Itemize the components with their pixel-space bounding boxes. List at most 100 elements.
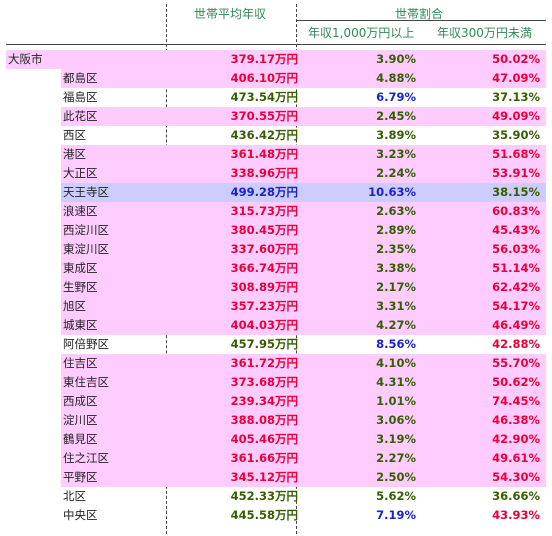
table-row: 住之江区 361.66万円 2.27% 49.61% <box>6 449 546 468</box>
avg-income-value: 457.95万円 <box>230 337 298 351</box>
ward-name: 平野区 <box>63 470 98 484</box>
over-10m-ratio-value: 4.27% <box>376 318 416 332</box>
avg-income-value: 315.73万円 <box>230 204 298 218</box>
table-row: 北区 452.33万円 5.62% 36.66% <box>6 487 546 506</box>
under-3m-ratio-value: 51.68% <box>492 147 540 161</box>
ward-name: 中央区 <box>63 508 98 522</box>
row-highlight <box>61 468 546 487</box>
header-household-ratio: 世帯割合 <box>395 7 444 21</box>
over-10m-ratio-value: 10.63% <box>368 185 416 199</box>
header-avg-income: 世帯平均年収 <box>194 7 267 21</box>
under-3m-ratio-value: 38.15% <box>492 185 540 199</box>
over-10m-ratio-value: 3.90% <box>376 52 416 66</box>
avg-income-value: 361.66万円 <box>230 451 298 465</box>
table-row: 平野区 345.12万円 2.50% 54.30% <box>6 468 546 487</box>
row-highlight <box>61 221 546 240</box>
under-3m-ratio-value: 49.61% <box>492 451 540 465</box>
over-10m-ratio-value: 2.45% <box>376 109 416 123</box>
over-10m-ratio-value: 5.62% <box>376 489 416 503</box>
over-10m-ratio-value: 2.50% <box>376 470 416 484</box>
over-10m-ratio-value: 3.06% <box>376 413 416 427</box>
row-highlight <box>61 183 546 202</box>
table-row: 鶴見区 405.46万円 3.19% 42.90% <box>6 430 546 449</box>
avg-income-value: 361.48万円 <box>230 147 298 161</box>
under-3m-ratio-value: 54.17% <box>492 299 540 313</box>
table-row: 生野区 308.89万円 2.17% 62.42% <box>6 278 546 297</box>
ward-name: 東淀川区 <box>63 242 109 256</box>
header-under-3m: 年収300万円未満 <box>437 26 532 40</box>
table-row: 城東区 404.03万円 4.27% 46.49% <box>6 316 546 335</box>
table-row: 西成区 239.34万円 1.01% 74.45% <box>6 392 546 411</box>
under-3m-ratio-value: 50.02% <box>492 52 540 66</box>
under-3m-ratio-value: 50.62% <box>492 375 540 389</box>
under-3m-ratio-value: 60.83% <box>492 204 540 218</box>
avg-income-value: 357.23万円 <box>230 299 298 313</box>
row-highlight <box>6 50 546 69</box>
table-row: 大正区 338.96万円 2.24% 53.91% <box>6 164 546 183</box>
ward-name: 大正区 <box>63 166 98 180</box>
under-3m-ratio-value: 45.43% <box>492 223 540 237</box>
over-10m-ratio-value: 2.17% <box>376 280 416 294</box>
ward-name: 淀川区 <box>63 413 98 427</box>
ward-name: 鶴見区 <box>63 432 98 446</box>
ward-name: 大阪市 <box>8 52 43 66</box>
table-row: 西区 436.42万円 3.89% 35.90% <box>6 126 546 145</box>
avg-income-value: 404.03万円 <box>230 318 298 332</box>
table-row: 東淀川区 337.60万円 2.35% 56.03% <box>6 240 546 259</box>
ward-name: 西淀川区 <box>63 223 109 237</box>
over-10m-ratio-value: 7.19% <box>376 508 416 522</box>
ward-name: 福島区 <box>63 90 98 104</box>
under-3m-ratio-value: 74.45% <box>492 394 540 408</box>
ward-name: 西成区 <box>63 394 98 408</box>
row-highlight <box>61 392 546 411</box>
under-3m-ratio-value: 42.88% <box>492 337 540 351</box>
under-3m-ratio-value: 46.49% <box>492 318 540 332</box>
over-10m-ratio-value: 3.31% <box>376 299 416 313</box>
ward-name: 都島区 <box>63 71 98 85</box>
over-10m-ratio-value: 3.89% <box>376 128 416 142</box>
under-3m-ratio-value: 62.42% <box>492 280 540 294</box>
avg-income-value: 337.60万円 <box>230 242 298 256</box>
over-10m-ratio-value: 1.01% <box>376 394 416 408</box>
income-table: 大阪市 379.17万円 3.90% 50.02% 都島区 406.10万円 4.88% 47… <box>6 50 546 525</box>
over-10m-ratio-value: 2.89% <box>376 223 416 237</box>
row-highlight <box>61 259 546 278</box>
under-3m-ratio-value: 54.30% <box>492 470 540 484</box>
table-row: 港区 361.48万円 3.23% 51.68% <box>6 145 546 164</box>
row-highlight <box>61 107 546 126</box>
avg-income-value: 436.42万円 <box>230 128 298 142</box>
under-3m-ratio-value: 35.90% <box>492 128 540 142</box>
table-row: 東成区 366.74万円 3.38% 51.14% <box>6 259 546 278</box>
avg-income-value: 373.68万円 <box>230 375 298 389</box>
ward-name: 此花区 <box>63 109 98 123</box>
ward-name: 天王寺区 <box>63 185 109 199</box>
avg-income-value: 388.08万円 <box>230 413 298 427</box>
under-3m-ratio-value: 46.38% <box>492 413 540 427</box>
under-3m-ratio-value: 56.03% <box>492 242 540 256</box>
table-row: 福島区 473.54万円 6.79% 37.13% <box>6 88 546 107</box>
table-row: 阿倍野区 457.95万円 8.56% 42.88% <box>6 335 546 354</box>
table-row: 住吉区 361.72万円 4.10% 55.70% <box>6 354 546 373</box>
under-3m-ratio-value: 49.09% <box>492 109 540 123</box>
avg-income-value: 239.34万円 <box>230 394 298 408</box>
ward-name: 城東区 <box>63 318 98 332</box>
row-highlight <box>61 449 546 468</box>
table-row: 淀川区 388.08万円 3.06% 46.38% <box>6 411 546 430</box>
avg-income-value: 366.74万円 <box>230 261 298 275</box>
row-highlight <box>61 316 546 335</box>
avg-income-value: 499.28万円 <box>230 185 298 199</box>
table-row: 東住吉区 373.68万円 4.31% 50.62% <box>6 373 546 392</box>
avg-income-value: 379.17万円 <box>230 52 298 66</box>
over-10m-ratio-value: 2.35% <box>376 242 416 256</box>
row-highlight <box>61 373 546 392</box>
table-row: 大阪市 379.17万円 3.90% 50.02% <box>6 50 546 69</box>
avg-income-value: 405.46万円 <box>230 432 298 446</box>
row-highlight <box>61 297 546 316</box>
over-10m-ratio-value: 8.56% <box>376 337 416 351</box>
over-10m-ratio-value: 3.38% <box>376 261 416 275</box>
header-bottom-line <box>6 44 546 45</box>
row-highlight <box>61 202 546 221</box>
over-10m-ratio-value: 6.79% <box>376 90 416 104</box>
row-highlight <box>61 278 546 297</box>
row-highlight <box>61 164 546 183</box>
